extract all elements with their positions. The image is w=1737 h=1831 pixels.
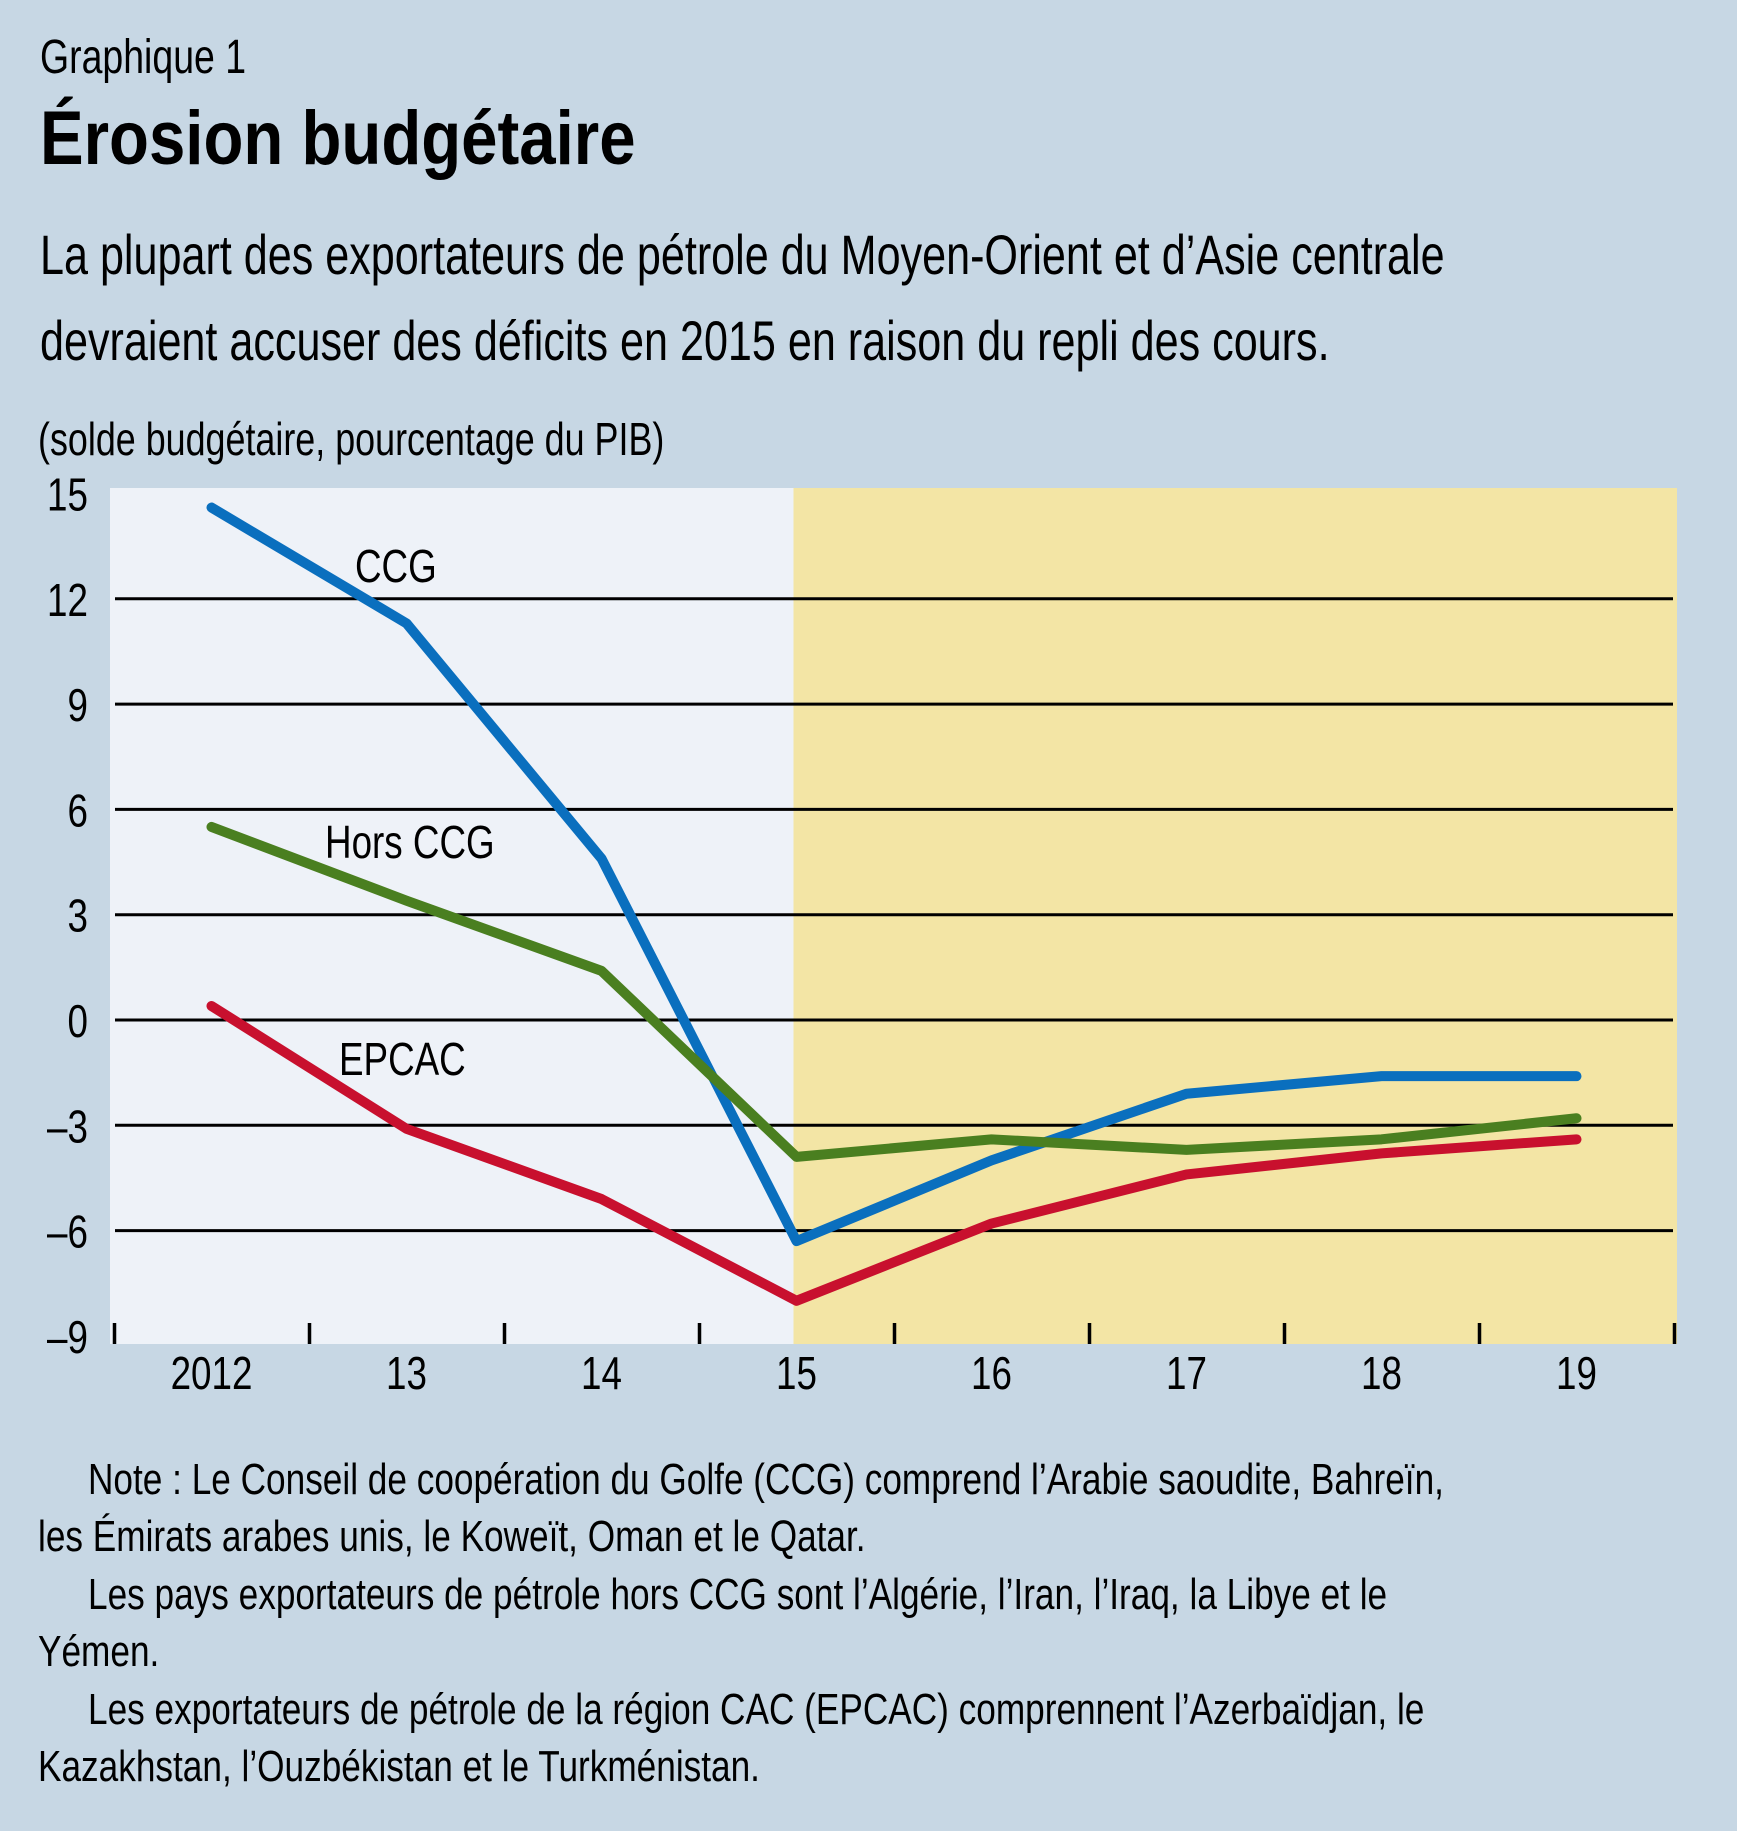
note-line: Les pays exportateurs de pétrole hors CC… [88,1570,1388,1619]
y-tick-label: 3 [68,890,88,942]
series-label-epcac: EPCAC [339,1033,466,1085]
x-tick-label: 2012 [171,1347,253,1399]
y-axis-tick-labels: 15 12 9 6 3 0 –3 –6 –9 [47,469,88,1363]
x-tick-label: 18 [1361,1347,1402,1399]
y-tick-label: 0 [68,995,88,1047]
y-tick-label: 12 [47,574,88,626]
note-line: Note : Le Conseil de coopération du Golf… [88,1455,1444,1504]
y-tick-label: 6 [68,784,88,836]
y-tick-label: –9 [47,1311,88,1363]
y-axis-unit-label: (solde budgétaire, pourcentage du PIB) [38,413,665,465]
note-line: Kazakhstan, l’Ouzbékistan et le Turkméni… [38,1742,760,1791]
x-tick-label: 17 [1166,1347,1207,1399]
x-axis-ticks [112,1323,1677,1344]
line-chart: 15 12 9 6 3 0 –3 –6 –9 2012 13 14 15 16 17 18 19 CCG Hor… [47,469,1677,1399]
x-axis-tick-labels: 2012 13 14 15 16 17 18 19 [171,1347,1597,1399]
y-tick-label: –6 [47,1206,88,1258]
y-tick-label: 9 [68,679,88,731]
series-line-epcac [206,1000,1582,1306]
y-tick-label: 15 [47,469,88,521]
series-label-hors-ccg: Hors CCG [325,816,495,868]
series-labels: CCG Hors CCG EPCAC [325,540,495,1085]
chart-subtitle-line-1: La plupart des exportateurs de pétrole d… [40,223,1445,286]
series-lines [206,502,1582,1306]
series-label-ccg: CCG [355,540,437,592]
note-line: les Émirats arabes unis, le Koweït, Oman… [38,1512,866,1561]
figure-label: Graphique 1 [40,31,247,84]
chart-title: Érosion budgétaire [40,96,636,181]
x-tick-label: 16 [971,1347,1012,1399]
x-tick-label: 13 [386,1347,427,1399]
chart-subtitle-line-2: devraient accuser des déficits en 2015 e… [40,309,1330,372]
note-line: Les exportateurs de pétrole de la région… [88,1685,1425,1734]
x-tick-label: 15 [776,1347,817,1399]
series-line-ccg [206,502,1582,1247]
series-line-hors-ccg [206,821,1582,1162]
x-tick-label: 19 [1556,1347,1597,1399]
note-line: Yémen. [38,1627,160,1676]
x-tick-label: 14 [581,1347,622,1399]
y-tick-label: –3 [47,1100,88,1152]
